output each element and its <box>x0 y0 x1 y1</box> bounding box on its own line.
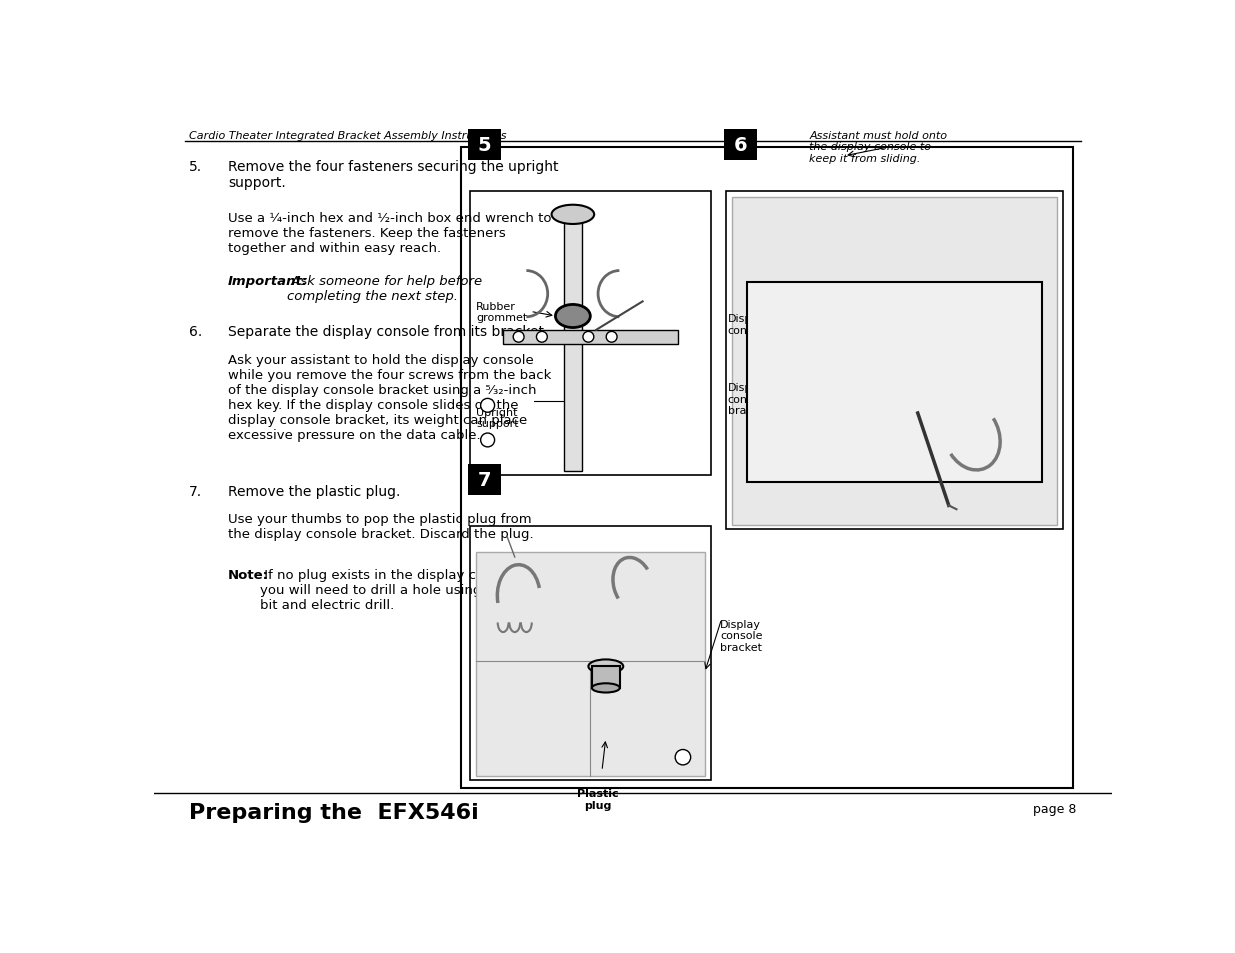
Bar <box>725 193 1063 529</box>
Text: Use your thumbs to pop the plastic plug from
the display console bracket. Discar: Use your thumbs to pop the plastic plug … <box>228 513 534 540</box>
Circle shape <box>480 399 494 413</box>
Ellipse shape <box>552 206 594 225</box>
Text: Important:: Important: <box>228 275 308 288</box>
Text: Remove the four fasteners securing the upright
support.: Remove the four fasteners securing the u… <box>228 160 558 190</box>
Text: 5: 5 <box>478 135 492 154</box>
Bar <box>461 149 1073 788</box>
Circle shape <box>480 434 494 447</box>
Text: Rubber
grommet: Rubber grommet <box>475 301 527 323</box>
Text: Separate the display console from its bracket.: Separate the display console from its br… <box>228 325 548 339</box>
Bar <box>469 527 711 781</box>
Text: Remove the plastic plug.: Remove the plastic plug. <box>228 484 400 498</box>
Text: Upright
support: Upright support <box>475 408 519 429</box>
Bar <box>503 331 678 344</box>
Text: Preparing the  EFX546i: Preparing the EFX546i <box>189 802 479 822</box>
Circle shape <box>606 332 618 343</box>
Text: 5.: 5. <box>189 160 203 173</box>
Text: Display
console
bracket: Display console bracket <box>727 383 771 416</box>
Bar <box>468 130 501 160</box>
Text: Display
console
bracket: Display console bracket <box>720 618 763 652</box>
Ellipse shape <box>588 659 624 674</box>
Text: Cardio Theater Integrated Bracket Assembly Instructions: Cardio Theater Integrated Bracket Assemb… <box>189 131 506 140</box>
Text: Note:: Note: <box>228 568 269 581</box>
Text: 7: 7 <box>478 470 492 489</box>
Ellipse shape <box>556 305 590 328</box>
Bar <box>469 193 711 476</box>
Text: page 8: page 8 <box>1034 802 1077 815</box>
Circle shape <box>514 332 524 343</box>
Text: Use a ¼-inch hex and ½-inch box end wrench to
remove the fasteners. Keep the fas: Use a ¼-inch hex and ½-inch box end wren… <box>228 213 552 255</box>
Text: Plastic
plug: Plastic plug <box>577 788 619 810</box>
Text: Ask your assistant to hold the display console
while you remove the four screws : Ask your assistant to hold the display c… <box>228 354 551 441</box>
Bar <box>563 206 582 472</box>
Bar <box>747 283 1042 483</box>
Bar <box>732 198 1057 525</box>
Ellipse shape <box>592 683 620 693</box>
Text: Display
console: Display console <box>727 314 771 335</box>
Bar <box>475 552 705 777</box>
Text: 6: 6 <box>734 135 747 154</box>
Text: 7.: 7. <box>189 484 203 498</box>
Text: Ask someone for help before
completing the next step.: Ask someone for help before completing t… <box>287 275 482 303</box>
Text: If no plug exists in the display console,
you will need to drill a hole using a : If no plug exists in the display console… <box>259 568 573 611</box>
Circle shape <box>676 750 690 765</box>
Circle shape <box>536 332 547 343</box>
Bar <box>592 667 620 688</box>
Text: Assistant must hold onto
the display console to
keep it from sliding.: Assistant must hold onto the display con… <box>809 131 947 164</box>
Text: 6.: 6. <box>189 325 203 339</box>
Bar <box>468 464 501 496</box>
Circle shape <box>583 332 594 343</box>
Bar <box>724 130 757 160</box>
